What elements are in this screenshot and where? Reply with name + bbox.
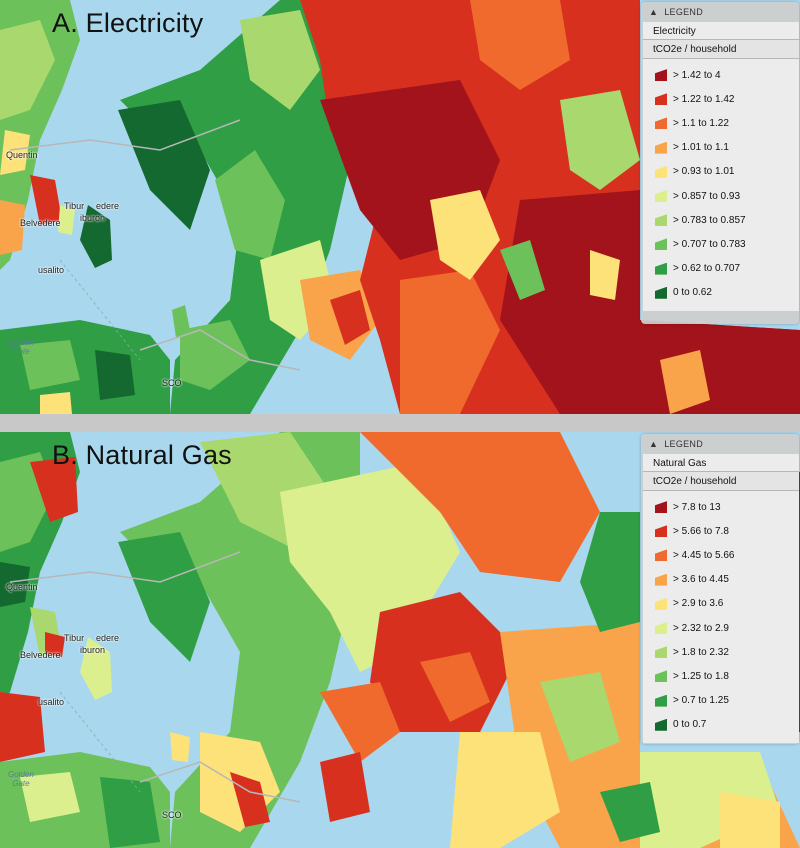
legend-item: > 1.8 to 2.32 bbox=[655, 640, 799, 664]
place-label-belvedere-west: Belvedere bbox=[20, 650, 61, 660]
legend-item: > 0.62 to 0.707 bbox=[655, 257, 799, 281]
legend-toggle[interactable]: ▲ LEGEND bbox=[641, 434, 799, 454]
legend-item: > 0.93 to 1.01 bbox=[655, 160, 799, 184]
map-panel-electricity[interactable]: A. Electricity Quentin Tibur iburon eder… bbox=[0, 0, 800, 414]
legend-item-label: > 1.01 to 1.1 bbox=[673, 142, 729, 154]
legend-swatch bbox=[655, 141, 667, 154]
legend-swatch bbox=[655, 573, 667, 586]
legend-item-label: > 1.8 to 2.32 bbox=[673, 646, 729, 658]
legend-item-label: > 2.32 to 2.9 bbox=[673, 622, 729, 634]
legend-swatch bbox=[655, 501, 667, 514]
legend-metric: Natural Gas bbox=[653, 458, 707, 469]
chevron-up-icon: ▲ bbox=[649, 439, 659, 449]
map-panel-natural-gas[interactable]: B. Natural Gas Quentin Tibur iburon eder… bbox=[0, 432, 800, 848]
chevron-up-icon: ▲ bbox=[649, 7, 659, 17]
legend-swatch bbox=[655, 549, 667, 562]
place-label-aburon: iburon bbox=[80, 645, 106, 655]
legend-swatch bbox=[655, 165, 667, 178]
legend-swatch bbox=[655, 670, 667, 683]
legend-item: > 5.66 to 7.8 bbox=[655, 519, 799, 543]
legend-item: > 1.1 to 1.22 bbox=[655, 111, 799, 135]
place-label-golden-gate: Golden Gate bbox=[8, 770, 34, 788]
legend-item: > 2.32 to 2.9 bbox=[655, 616, 799, 640]
legend-swatch bbox=[655, 262, 667, 275]
legend-swatch bbox=[655, 622, 667, 635]
legend-item: > 0.783 to 0.857 bbox=[655, 208, 799, 232]
legend-item-label: > 3.6 to 4.45 bbox=[673, 574, 729, 586]
panel-divider bbox=[0, 414, 800, 432]
legend-swatch bbox=[655, 694, 667, 707]
legend-item: > 2.9 to 3.6 bbox=[655, 592, 799, 616]
legend-swatch bbox=[655, 69, 667, 82]
legend-item: > 0.7 to 1.25 bbox=[655, 689, 799, 713]
legend-item-label: > 2.9 to 3.6 bbox=[673, 598, 724, 610]
place-label-sausalito: usalito bbox=[38, 697, 65, 707]
place-label-belvedere: edere bbox=[96, 201, 120, 211]
legend-items: > 1.42 to 4 > 1.22 to 1.42 > 1.1 to 1.22 > … bbox=[643, 59, 799, 311]
legend-swatch bbox=[655, 214, 667, 227]
legend-unit: tCO2e / household bbox=[643, 39, 799, 59]
panel-title: A. Electricity bbox=[52, 8, 204, 38]
legend-swatch bbox=[655, 238, 667, 251]
legend-natural-gas[interactable]: ▲ LEGEND Natural Gas tCO2e / household >… bbox=[641, 434, 799, 744]
legend-electricity[interactable]: ▲ LEGEND Electricity tCO2e / household >… bbox=[641, 2, 799, 324]
legend-swatch bbox=[655, 117, 667, 130]
legend-items: > 7.8 to 13 > 5.66 to 7.8 > 4.45 to 5.66 > … bbox=[643, 491, 799, 743]
legend-item-label: 0 to 0.7 bbox=[673, 719, 707, 731]
place-label-tiburon: Tibur bbox=[64, 201, 85, 211]
legend-item-label: > 0.707 to 0.783 bbox=[673, 238, 746, 250]
place-label-san-francisco: SCO bbox=[162, 810, 182, 820]
place-label-tiburon: Tibur bbox=[64, 633, 85, 643]
legend-item-label: > 0.7 to 1.25 bbox=[673, 695, 729, 707]
legend-metric: Electricity bbox=[653, 26, 696, 37]
legend-item-label: > 0.93 to 1.01 bbox=[673, 166, 735, 178]
legend-item: > 4.45 to 5.66 bbox=[655, 543, 799, 567]
legend-item-label: > 5.66 to 7.8 bbox=[673, 525, 729, 537]
legend-item-label: > 0.62 to 0.707 bbox=[673, 263, 741, 275]
place-label-quentin: Quentin bbox=[6, 582, 38, 592]
place-label-belvedere: edere bbox=[96, 633, 120, 643]
legend-swatch bbox=[655, 93, 667, 106]
legend-item: > 1.01 to 1.1 bbox=[655, 136, 799, 160]
legend-item: > 3.6 to 4.45 bbox=[655, 568, 799, 592]
legend-swatch bbox=[655, 525, 667, 538]
legend-header-label: LEGEND bbox=[664, 439, 704, 449]
legend-item-label: > 0.857 to 0.93 bbox=[673, 190, 741, 202]
legend-item: 0 to 0.7 bbox=[655, 713, 799, 737]
legend-toggle[interactable]: ▲ LEGEND bbox=[641, 2, 799, 22]
legend-item-label: > 0.783 to 0.857 bbox=[673, 214, 746, 226]
place-label-san-francisco: SCO bbox=[162, 378, 182, 388]
legend-item: > 1.22 to 1.42 bbox=[655, 87, 799, 111]
legend-item-label: 0 to 0.62 bbox=[673, 287, 712, 299]
legend-item: > 7.8 to 13 bbox=[655, 495, 799, 519]
place-label-golden-gate: Golden Gate bbox=[8, 338, 34, 356]
legend-swatch bbox=[655, 718, 667, 731]
panel-title: B. Natural Gas bbox=[52, 440, 232, 470]
legend-item-label: > 1.1 to 1.22 bbox=[673, 117, 729, 129]
place-label-belvedere-west: Belvedere bbox=[20, 218, 61, 228]
legend-item: > 1.42 to 4 bbox=[655, 63, 799, 87]
legend-item: > 0.707 to 0.783 bbox=[655, 232, 799, 256]
legend-item-label: > 7.8 to 13 bbox=[673, 501, 721, 513]
legend-item-label: > 1.25 to 1.8 bbox=[673, 670, 729, 682]
place-label-quentin: Quentin bbox=[6, 150, 38, 160]
legend-item: 0 to 0.62 bbox=[655, 281, 799, 305]
place-label-sausalito: usalito bbox=[38, 265, 65, 275]
legend-unit: tCO2e / household bbox=[643, 471, 799, 491]
legend-item-label: > 1.42 to 4 bbox=[673, 69, 721, 81]
legend-swatch bbox=[655, 646, 667, 659]
legend-item-label: > 1.22 to 1.42 bbox=[673, 93, 735, 105]
legend-item-label: > 4.45 to 5.66 bbox=[673, 549, 735, 561]
place-label-aburon: iburon bbox=[80, 213, 106, 223]
legend-header-label: LEGEND bbox=[664, 7, 704, 17]
legend-swatch bbox=[655, 190, 667, 203]
legend-swatch bbox=[655, 286, 667, 299]
legend-item: > 0.857 to 0.93 bbox=[655, 184, 799, 208]
legend-swatch bbox=[655, 597, 667, 610]
legend-item: > 1.25 to 1.8 bbox=[655, 664, 799, 688]
